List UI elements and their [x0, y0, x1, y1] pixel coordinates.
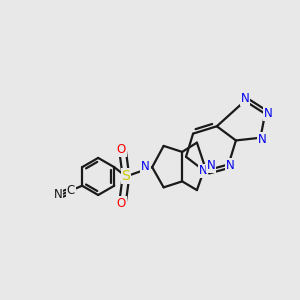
Text: N: N — [206, 159, 215, 172]
Text: N: N — [226, 159, 234, 172]
Text: O: O — [117, 197, 126, 210]
Text: N: N — [263, 107, 272, 120]
Text: N: N — [257, 133, 266, 146]
Text: N: N — [54, 188, 62, 202]
Text: N: N — [241, 92, 249, 105]
Text: C: C — [67, 184, 75, 197]
Text: N: N — [199, 164, 208, 178]
Text: N: N — [141, 160, 150, 173]
Text: S: S — [122, 169, 130, 184]
Text: O: O — [117, 143, 126, 156]
